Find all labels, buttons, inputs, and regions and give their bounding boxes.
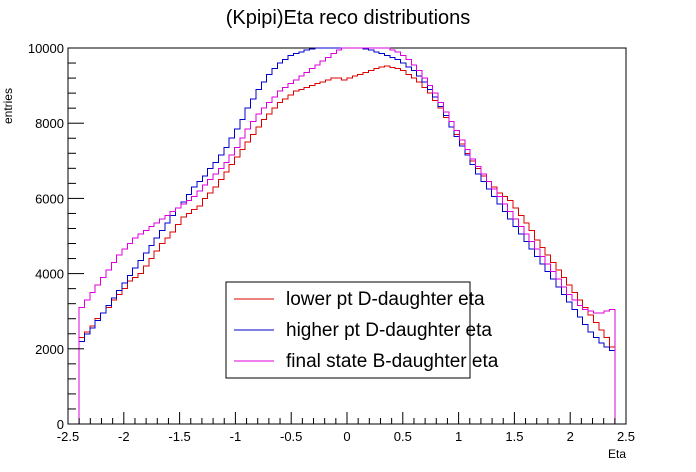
legend-label-higher-pt: higher pt D-daughter eta	[286, 320, 492, 341]
x-tick-label: -2	[118, 429, 130, 444]
x-tick-label: 1.5	[505, 429, 523, 444]
x-tick-label: 2.5	[617, 429, 635, 444]
y-tick-label: 0	[57, 417, 64, 432]
x-tick-label: 1	[455, 429, 462, 444]
x-tick-label: 0	[343, 429, 350, 444]
x-tick-label: 0.5	[394, 429, 412, 444]
y-tick-label: 4000	[35, 267, 64, 282]
legend-label-lower-pt: lower pt D-daughter eta	[286, 289, 485, 310]
x-tick-label: -1.5	[168, 429, 190, 444]
y-axis-ticks: 0 2000 4000 6000 8000 10000	[28, 41, 84, 432]
histogram-series-0	[78, 65, 616, 424]
x-tick-label: 2	[567, 429, 574, 444]
legend: lower pt D-daughter eta higher pt D-daug…	[225, 281, 499, 379]
histogram-series-2	[78, 47, 616, 424]
y-tick-label: 10000	[28, 41, 64, 56]
x-axis-label: Eta	[608, 447, 626, 461]
y-axis-label: entries	[1, 88, 15, 124]
x-tick-label: -1	[230, 429, 242, 444]
y-tick-label: 8000	[35, 116, 64, 131]
x-tick-label: -2.5	[57, 429, 79, 444]
y-tick-label: 2000	[35, 342, 64, 357]
legend-label-b-daughter: final state B-daughter eta	[286, 351, 499, 372]
chart-title: (Kpipi)Eta reco distributions	[226, 7, 471, 29]
histogram-layer	[78, 47, 616, 424]
x-axis-ticks: -2.5 -2 -1.5 -1 -0.5 0 0.5 1 1.5 2 2.5	[57, 412, 635, 444]
x-tick-label: -0.5	[280, 429, 302, 444]
y-tick-label: 6000	[35, 191, 64, 206]
